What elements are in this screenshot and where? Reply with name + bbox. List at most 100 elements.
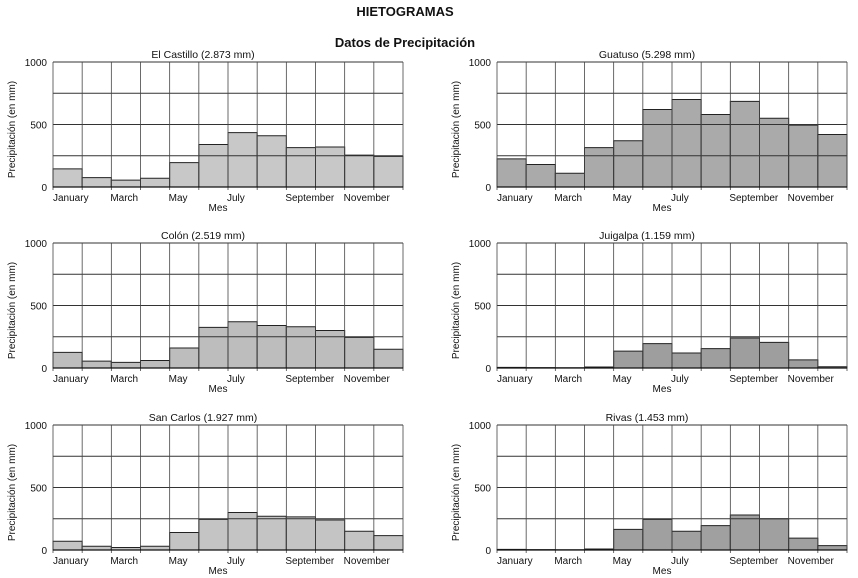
y-tick-label: 0	[41, 546, 47, 557]
bar-december	[373, 348, 404, 369]
chart-title: San Carlos (1.927 mm)	[149, 412, 258, 424]
x-tick-label: September	[285, 193, 335, 204]
y-tick-label: 1000	[469, 239, 492, 250]
y-tick-label: 0	[485, 546, 491, 557]
bar-may	[613, 350, 644, 369]
x-tick-label: November	[788, 193, 835, 204]
x-tick-label: September	[285, 556, 335, 567]
y-tick-label: 1000	[469, 421, 492, 432]
chart-title: Guatuso (5.298 mm)	[599, 49, 695, 61]
chart-title: Colón (2.519 mm)	[161, 230, 245, 242]
x-axis-label: Mes	[653, 203, 672, 214]
bar-july	[227, 321, 258, 369]
chart-panel: 0 500 1000 January March May July September Nove…	[7, 230, 404, 395]
x-tick-label: July	[227, 556, 245, 567]
x-tick-label: November	[788, 556, 835, 567]
x-tick-label: March	[110, 193, 138, 204]
y-tick-label: 500	[30, 302, 47, 313]
bar-september	[285, 147, 317, 188]
bar-september	[729, 337, 760, 369]
bar-july	[671, 352, 702, 369]
bar-april	[140, 177, 171, 188]
y-axis-label: Precipitación (en mm)	[7, 444, 18, 541]
y-axis-label: Precipitación (en mm)	[451, 81, 462, 178]
bar-november	[344, 154, 375, 188]
x-tick-label: January	[497, 193, 533, 204]
x-tick-label: May	[169, 556, 188, 567]
y-tick-label: 1000	[25, 58, 48, 69]
bar-may	[169, 532, 200, 551]
bar-november	[788, 537, 819, 551]
bar-august	[700, 525, 731, 551]
bar-november	[788, 359, 819, 369]
x-tick-label: September	[729, 556, 779, 567]
x-tick-label: May	[613, 556, 632, 567]
figure-title: HIETOGRAMAS	[356, 4, 454, 19]
y-tick-label: 1000	[25, 239, 48, 250]
x-tick-label: November	[344, 193, 391, 204]
y-tick-label: 0	[41, 183, 47, 194]
x-tick-label: July	[227, 374, 245, 385]
bar-september	[285, 326, 317, 369]
bar-november	[344, 336, 375, 369]
bar-june	[642, 109, 673, 188]
bar-june	[198, 144, 229, 188]
bar-june	[198, 326, 229, 369]
chart-panel: 0 500 1000 January March May July September Nove…	[451, 230, 848, 395]
chart-panel: 0 500 1000 January March May July September Nove…	[7, 49, 404, 214]
x-tick-label: May	[613, 374, 632, 385]
y-tick-label: 0	[485, 183, 491, 194]
x-tick-label: July	[671, 193, 689, 204]
bar-may	[613, 140, 644, 188]
y-axis-label: Precipitación (en mm)	[451, 262, 462, 359]
x-axis-label: Mes	[209, 203, 228, 214]
bar-march	[110, 179, 142, 188]
y-tick-label: 500	[474, 121, 491, 132]
x-tick-label: November	[788, 374, 835, 385]
bar-october	[315, 330, 346, 369]
bar-january	[52, 351, 83, 369]
bar-november	[344, 530, 375, 551]
bar-february	[81, 177, 112, 188]
chart-panel: 0 500 1000 January March May July September Nove…	[451, 412, 848, 577]
x-tick-label: March	[554, 374, 582, 385]
x-tick-label: July	[227, 193, 245, 204]
bar-august	[256, 135, 287, 188]
x-tick-label: July	[671, 374, 689, 385]
y-axis-label: Precipitación (en mm)	[451, 444, 462, 541]
x-axis-label: Mes	[209, 384, 228, 395]
y-axis-label: Precipitación (en mm)	[7, 81, 18, 178]
x-tick-label: January	[497, 556, 533, 567]
x-tick-label: November	[344, 556, 391, 567]
bar-october	[759, 117, 790, 188]
bar-september	[729, 100, 760, 188]
bar-april	[140, 360, 171, 369]
bar-march	[554, 172, 585, 188]
y-tick-label: 500	[30, 484, 47, 495]
y-tick-label: 1000	[469, 58, 492, 69]
y-tick-label: 0	[41, 364, 47, 375]
bar-june	[642, 518, 673, 551]
y-axis-label: Precipitación (en mm)	[7, 262, 18, 359]
bar-may	[169, 162, 200, 188]
bar-july	[671, 530, 702, 551]
bar-august	[700, 114, 731, 188]
chart-title: Juigalpa (1.159 mm)	[599, 230, 695, 242]
bar-december	[373, 535, 404, 551]
bar-july	[227, 512, 258, 551]
x-tick-label: May	[613, 193, 632, 204]
bar-august	[256, 515, 287, 551]
y-tick-label: 500	[474, 484, 491, 495]
bar-august	[256, 325, 287, 369]
x-tick-label: November	[344, 374, 391, 385]
bar-october	[315, 519, 346, 551]
bar-september	[285, 516, 317, 551]
bar-may	[613, 528, 644, 551]
x-tick-label: September	[729, 193, 779, 204]
bar-august	[700, 348, 731, 369]
bar-june	[642, 343, 673, 369]
bar-march	[110, 361, 142, 369]
chart-title: Rivas (1.453 mm)	[606, 412, 689, 424]
x-tick-label: March	[110, 374, 138, 385]
x-tick-label: March	[554, 193, 582, 204]
